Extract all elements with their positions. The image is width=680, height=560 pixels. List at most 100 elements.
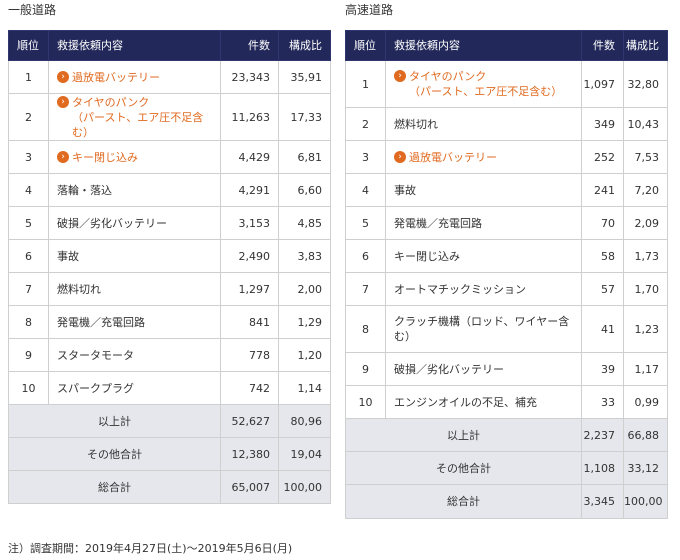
rank-cell: 1 xyxy=(8,60,49,94)
table-row: 5 発電機／充電回路 70 2,09 xyxy=(345,206,668,240)
total-count: 12,380 xyxy=(220,437,279,471)
rank-cell: 1 xyxy=(345,60,386,108)
count-cell: 4,429 xyxy=(220,140,279,174)
content-line: 事故 xyxy=(57,249,79,263)
content-cell[interactable]: › タイヤのパンク （パースト、エア圧不足含む） xyxy=(385,60,582,108)
content-cell: 破損／劣化バッテリー xyxy=(48,206,221,240)
count-cell: 58 xyxy=(581,239,624,273)
header-ratio: 構成比 xyxy=(278,30,331,61)
count-cell: 41 xyxy=(581,305,624,353)
total-count: 2,237 xyxy=(581,418,624,452)
content-cell[interactable]: › タイヤのパンク （パースト、エア圧不足含む） xyxy=(48,93,221,141)
content-cell: 燃料切れ xyxy=(385,107,582,141)
content-cell: 発電機／充電回路 xyxy=(48,305,221,339)
total-ratio: 33,12 xyxy=(623,451,668,485)
ratio-cell: 6,81 xyxy=(278,140,331,174)
total-row: 以上計 2,237 66,88 xyxy=(345,418,668,452)
rank-cell: 8 xyxy=(345,305,386,353)
ratio-cell: 2,09 xyxy=(623,206,668,240)
total-count: 3,345 xyxy=(581,484,624,519)
content-line: スパークプラグ xyxy=(57,381,134,395)
count-cell: 742 xyxy=(220,371,279,405)
content-link-text[interactable]: タイヤのパンク （パースト、エア圧不足含む） xyxy=(409,69,562,99)
content-line: 事故 xyxy=(394,183,416,197)
table-header-row: 順位 救援依頼内容 件数 構成比 xyxy=(8,30,331,61)
content-line: エンジンオイルの不足、補充 xyxy=(394,395,537,409)
rank-cell: 7 xyxy=(345,272,386,306)
ratio-cell: 35,91 xyxy=(278,60,331,94)
content-cell: オートマチックミッション xyxy=(385,272,582,306)
header-count: 件数 xyxy=(581,30,624,61)
ratio-cell: 7,20 xyxy=(623,173,668,207)
table-row: 1 › 過放電バッテリー 23,343 35,91 xyxy=(8,60,331,94)
table-row: 1 › タイヤのパンク （パースト、エア圧不足含む） 1,097 32,80 xyxy=(345,60,668,108)
count-cell: 3,153 xyxy=(220,206,279,240)
total-count: 65,007 xyxy=(220,470,279,504)
content-link[interactable]: › タイヤのパンク （パースト、エア圧不足含む） xyxy=(57,95,216,140)
ratio-cell: 6,60 xyxy=(278,173,331,207)
total-ratio: 66,88 xyxy=(623,418,668,452)
survey-period-note: 注）調査期間：2019年4月27日(土)〜2019年5月6日(月) xyxy=(8,542,293,555)
content-line: 過放電バッテリー xyxy=(409,150,497,164)
content-link[interactable]: › キー閉じ込み xyxy=(57,150,216,165)
content-link[interactable]: › 過放電バッテリー xyxy=(57,70,216,85)
content-line: （パースト、エア圧不足含む） xyxy=(409,85,563,98)
content-line: む） xyxy=(394,330,416,343)
content-line: オートマチックミッション xyxy=(394,282,526,296)
total-label: 以上計 xyxy=(345,418,582,452)
total-row: 以上計 52,627 80,96 xyxy=(8,404,331,438)
rank-cell: 6 xyxy=(8,239,49,273)
table-row: 10 スパークプラグ 742 1,14 xyxy=(8,371,331,405)
general-road-table: 順位 救援依頼内容 件数 構成比 1 › 過放電バッテリー 23,343 35,91 2 ›… xyxy=(8,30,331,504)
ratio-cell: 4,85 xyxy=(278,206,331,240)
highway-title: 高速道路 xyxy=(345,3,394,17)
content-line: タイヤのパンク xyxy=(409,70,487,83)
ratio-cell: 1,70 xyxy=(623,272,668,306)
table-row: 9 スタータモータ 778 1,20 xyxy=(8,338,331,372)
total-label: 総合計 xyxy=(345,484,582,519)
table-row: 10 エンジンオイルの不足、補充 33 0,99 xyxy=(345,385,668,419)
count-cell: 1,097 xyxy=(581,60,624,108)
content-link[interactable]: › 過放電バッテリー xyxy=(394,150,577,165)
count-cell: 70 xyxy=(581,206,624,240)
count-cell: 23,343 xyxy=(220,60,279,94)
count-cell: 1,297 xyxy=(220,272,279,306)
content-line: 過放電バッテリー xyxy=(72,70,160,84)
table-row: 2 › タイヤのパンク （パースト、エア圧不足含む） 11,263 17,33 xyxy=(8,93,331,141)
rank-cell: 6 xyxy=(345,239,386,273)
content-line: タイヤのパンク xyxy=(72,95,150,109)
ratio-cell: 1,29 xyxy=(278,305,331,339)
rank-cell: 5 xyxy=(8,206,49,240)
total-ratio: 100,00 xyxy=(278,470,331,504)
count-cell: 349 xyxy=(581,107,624,141)
content-link-text[interactable]: 過放電バッテリー xyxy=(409,150,497,165)
content-link-text[interactable]: タイヤのパンク （パースト、エア圧不足含む） xyxy=(72,95,216,140)
ratio-cell: 1,17 xyxy=(623,352,668,386)
total-row: その他合計 12,380 19,04 xyxy=(8,437,331,471)
total-ratio: 80,96 xyxy=(278,404,331,438)
total-label: 以上計 xyxy=(8,404,221,438)
total-count: 52,627 xyxy=(220,404,279,438)
content-cell: 破損／劣化バッテリー xyxy=(385,352,582,386)
total-ratio: 100,00 xyxy=(623,484,668,519)
content-cell: クラッチ機構（ロッド、ワイヤー含 む） xyxy=(385,305,582,353)
content-cell[interactable]: › 過放電バッテリー xyxy=(48,60,221,94)
content-link-text[interactable]: 過放電バッテリー xyxy=(72,70,160,85)
content-cell[interactable]: › キー閉じ込み xyxy=(48,140,221,174)
content-link-text[interactable]: キー閉じ込み xyxy=(72,150,138,165)
rank-cell: 8 xyxy=(8,305,49,339)
content-line: スタータモータ xyxy=(57,348,134,362)
chevron-right-circle-icon: › xyxy=(57,95,69,108)
table-row: 7 燃料切れ 1,297 2,00 xyxy=(8,272,331,306)
total-ratio: 19,04 xyxy=(278,437,331,471)
chevron-right-circle-icon: › xyxy=(57,70,69,83)
count-cell: 57 xyxy=(581,272,624,306)
ratio-cell: 2,00 xyxy=(278,272,331,306)
count-cell: 778 xyxy=(220,338,279,372)
content-link[interactable]: › タイヤのパンク （パースト、エア圧不足含む） xyxy=(394,69,577,99)
count-cell: 841 xyxy=(220,305,279,339)
content-cell[interactable]: › 過放電バッテリー xyxy=(385,140,582,174)
table-row: 6 キー閉じ込み 58 1,73 xyxy=(345,239,668,273)
count-cell: 4,291 xyxy=(220,173,279,207)
table-row: 5 破損／劣化バッテリー 3,153 4,85 xyxy=(8,206,331,240)
